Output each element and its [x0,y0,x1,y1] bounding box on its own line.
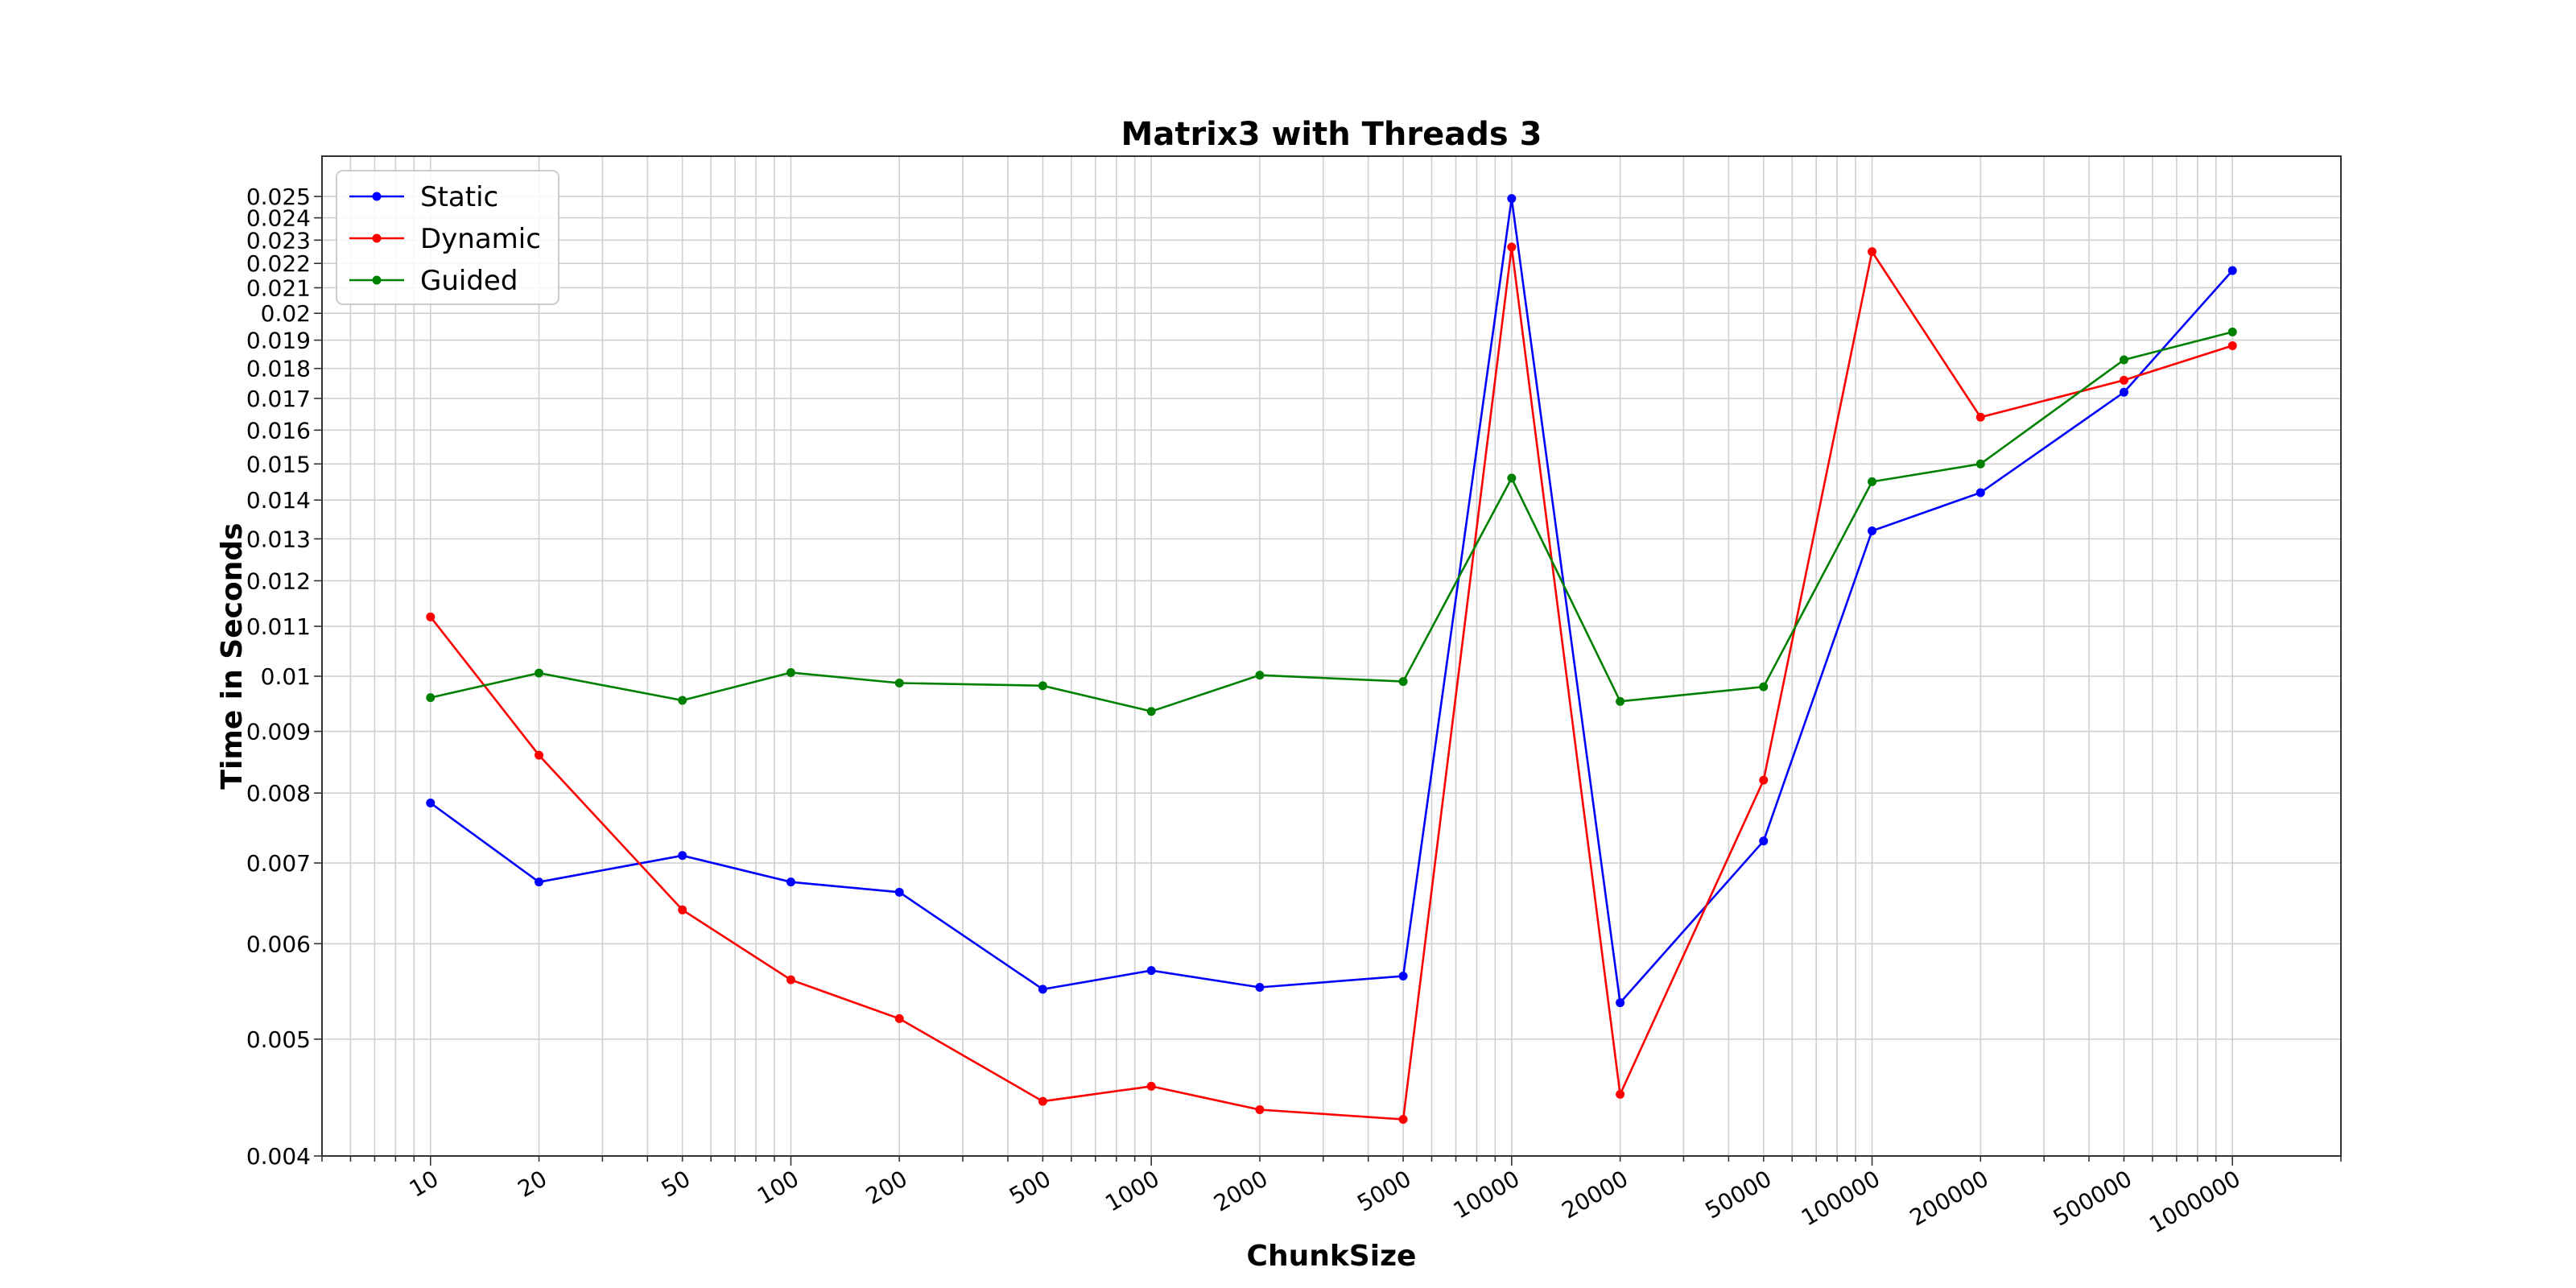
y-tick-label: 0.006 [246,931,311,957]
data-point-static [1975,488,1985,497]
y-tick-label: 0.005 [246,1026,311,1053]
data-point-static [786,877,795,887]
series-line-dynamic [429,246,2233,1121]
data-point-dynamic [1255,1104,1265,1114]
data-point-guided [1146,707,1156,716]
data-point-dynamic [1975,412,1985,422]
data-point-guided [1616,696,1625,706]
legend-label-guided: Guided [420,265,518,297]
data-point-static [894,887,904,897]
data-point-guided [1038,681,1047,691]
series-lines [426,194,2237,1124]
data-point-static [678,851,687,861]
y-tick-label: 0.012 [246,568,311,594]
y-tick-label: 0.024 [246,205,311,232]
data-point-static [1759,836,1769,846]
y-tick-label: 0.007 [246,850,311,877]
data-point-dynamic [1507,242,1517,252]
y-tick-label: 0.019 [246,328,311,354]
series-line-guided [430,331,2233,713]
series-dynamic [426,242,2237,1124]
data-point-static [1255,983,1265,993]
y-tick-label: 0.015 [246,451,311,477]
data-point-dynamic [894,1013,904,1023]
legend-label-static: Static [420,181,498,213]
data-point-static [1868,526,1877,535]
legend-marker-guided [372,275,382,285]
data-point-guided [678,696,687,705]
data-point-guided [2119,355,2128,365]
y-tick-label: 0.016 [246,417,311,444]
y-tick-label: 0.004 [246,1143,311,1170]
data-point-static [1038,985,1047,994]
data-point-guided [426,693,436,703]
data-point-dynamic [535,750,544,760]
data-point-guided [1398,677,1408,687]
data-point-dynamic [1398,1114,1408,1124]
y-tick-label: 0.013 [246,526,311,552]
data-point-guided [1255,671,1265,680]
y-tick-label: 0.008 [246,780,311,807]
legend: Static Dynamic Guided [336,170,559,305]
series-line-static [430,198,2234,1005]
data-point-guided [1868,477,1877,486]
data-point-dynamic [678,905,687,914]
series-static [426,194,2237,1008]
data-point-dynamic [1146,1081,1156,1091]
y-tick-label: 0.011 [246,613,311,640]
data-point-dynamic [1616,1089,1625,1099]
data-point-guided [786,667,795,677]
legend-marker-dynamic [372,233,382,243]
data-point-guided [1759,682,1769,691]
data-point-guided [1507,473,1517,483]
y-tick-label: 0.014 [246,487,311,514]
data-point-static [1146,966,1156,976]
y-tick-label: 0.02 [261,300,311,327]
data-point-guided [894,679,904,688]
y-tick-label: 0.021 [246,275,311,301]
data-point-guided [1975,459,1985,469]
chart-title: Matrix3 with Threads 3 [1121,116,1542,153]
data-point-static [1507,194,1517,204]
y-tick-label: 0.022 [246,250,311,277]
y-tick-label: 0.01 [261,663,311,690]
data-point-dynamic [1038,1096,1047,1106]
y-tick-label: 0.018 [246,356,311,382]
data-point-dynamic [786,975,795,985]
grid [321,156,2342,1157]
data-point-static [426,798,436,807]
x-axis-label: ChunkSize [1247,1240,1417,1273]
data-point-dynamic [426,612,436,621]
y-tick-label: 0.025 [246,184,311,210]
legend-marker-static [372,192,382,201]
data-point-dynamic [2227,341,2237,350]
data-point-static [535,877,544,887]
legend-label-dynamic: Dynamic [420,223,541,255]
data-point-dynamic [1759,775,1769,785]
y-tick-label: 0.017 [246,386,311,412]
plot-frame [321,155,2342,1157]
y-axis-label: Time in Seconds [216,522,249,789]
y-tick-label: 0.009 [246,719,311,745]
data-point-dynamic [2119,375,2128,385]
data-point-static [2119,387,2128,397]
y-tick-label: 0.023 [246,227,311,254]
data-point-guided [2227,327,2237,336]
data-point-static [1616,998,1625,1008]
legend-box [336,170,559,305]
data-point-static [2227,266,2237,275]
series-guided [426,327,2237,716]
data-point-guided [535,668,544,678]
data-point-dynamic [1868,247,1877,257]
data-point-static [1398,972,1408,981]
